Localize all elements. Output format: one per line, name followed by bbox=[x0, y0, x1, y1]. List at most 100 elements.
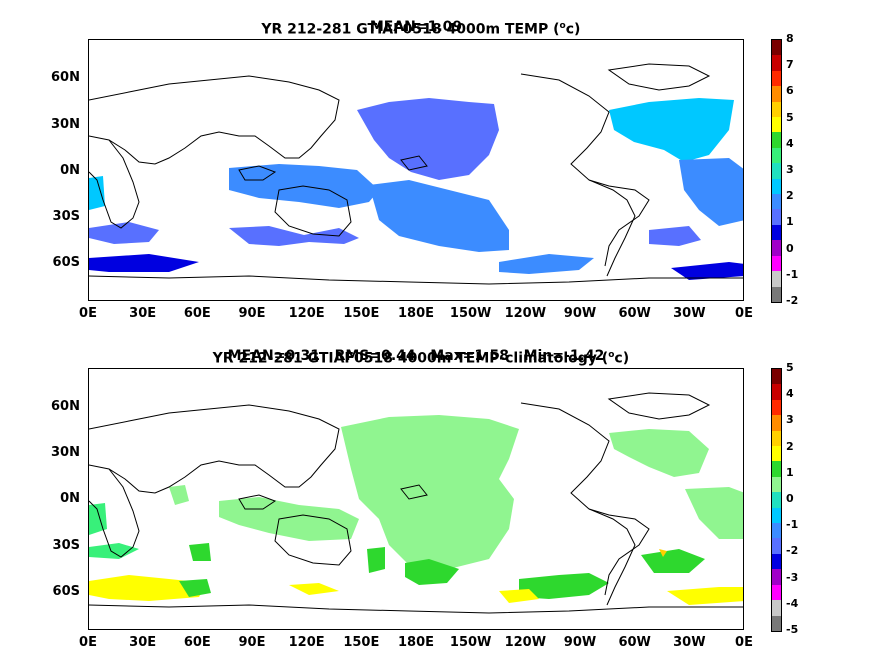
panel2-title-degree: o bbox=[608, 350, 615, 360]
lon-label: 90E bbox=[238, 306, 266, 321]
colorbar-swatch bbox=[772, 415, 781, 431]
colorbar-swatch bbox=[772, 507, 781, 524]
panel1-colorbar bbox=[771, 39, 782, 303]
colorbar-swatch bbox=[772, 147, 781, 164]
panel1-title-text: YR 212-281 GTIAF0518 4000m TEMP ( bbox=[261, 21, 560, 38]
colorbar-swatch bbox=[772, 430, 781, 447]
panel1-title-unit: c) bbox=[565, 21, 581, 38]
lon-label: 0E bbox=[79, 635, 97, 650]
lat-label: 30S bbox=[52, 209, 80, 224]
colorbar-label: 4 bbox=[786, 136, 794, 150]
colorbar-swatch bbox=[772, 446, 781, 462]
colorbar-swatch bbox=[772, 553, 781, 570]
lon-label: 0E bbox=[79, 306, 97, 321]
colorbar-label: 3 bbox=[786, 413, 794, 427]
colorbar-swatch bbox=[772, 492, 781, 508]
lon-label: 60E bbox=[183, 635, 211, 650]
colorbar-swatch bbox=[772, 255, 781, 272]
colorbar-label: 5 bbox=[786, 110, 794, 124]
lon-label: 30W bbox=[673, 635, 706, 650]
colorbar-label: 2 bbox=[786, 189, 794, 203]
lon-label: 60E bbox=[183, 306, 211, 321]
colorbar-label: 7 bbox=[786, 58, 794, 72]
colorbar-label: 6 bbox=[786, 84, 794, 98]
lat-label: 0N bbox=[60, 163, 80, 178]
colorbar-label: 8 bbox=[786, 32, 794, 45]
panel2-subtitle: MEAN=0.31 RMS=0.44 Max=1.58 Min=-1.42 bbox=[227, 348, 605, 364]
colorbar-label: -1 bbox=[786, 518, 799, 532]
colorbar-label: 4 bbox=[786, 387, 794, 401]
colorbar-label: -2 bbox=[786, 544, 799, 558]
panel1-subtitle: MEAN=1.09 bbox=[369, 19, 463, 35]
colorbar-swatch bbox=[772, 584, 781, 601]
colorbar-swatch bbox=[772, 271, 781, 287]
panel1-title: YR 212-281 GTIAF0518 4000m TEMP (oc) bbox=[88, 2, 744, 38]
colorbar-swatch bbox=[772, 117, 781, 133]
colorbar-label: -5 bbox=[786, 623, 799, 636]
colorbar-swatch bbox=[772, 178, 781, 195]
colorbar-swatch bbox=[772, 163, 781, 179]
colorbar-label: -1 bbox=[786, 267, 799, 281]
lat-label: 60S bbox=[52, 584, 80, 599]
panel1-map bbox=[88, 39, 744, 301]
panel2-title-unit: c) bbox=[614, 350, 630, 367]
colorbar-swatch bbox=[772, 70, 781, 87]
colorbar-swatch bbox=[772, 461, 781, 477]
lon-label: 120E bbox=[288, 635, 325, 650]
lon-label: 90W bbox=[563, 306, 597, 321]
colorbar-swatch bbox=[772, 224, 781, 241]
colorbar-swatch bbox=[772, 40, 781, 56]
colorbar-swatch bbox=[772, 600, 781, 616]
lon-label: 30E bbox=[129, 306, 157, 321]
lon-label: 120W bbox=[504, 635, 547, 650]
lon-label: 150W bbox=[449, 635, 492, 650]
colorbar-swatch bbox=[772, 538, 781, 554]
lon-label: 90E bbox=[238, 635, 266, 650]
lat-label: 30S bbox=[52, 538, 80, 553]
lon-label: 150E bbox=[343, 635, 380, 650]
panel2-colorbar bbox=[771, 368, 782, 632]
panel1-coastlines bbox=[89, 63, 743, 285]
lon-label: 90W bbox=[563, 635, 597, 650]
colorbar-label: 2 bbox=[786, 439, 794, 453]
colorbar-label: 5 bbox=[786, 361, 794, 374]
lon-label: 0E bbox=[735, 306, 753, 321]
colorbar-swatch bbox=[772, 101, 781, 118]
lat-label: 30N bbox=[51, 117, 80, 132]
lat-label: 30N bbox=[51, 445, 80, 460]
colorbar-swatch bbox=[772, 286, 781, 302]
colorbar-swatch bbox=[772, 194, 781, 210]
lon-label: 150E bbox=[343, 306, 380, 321]
lat-label: 60S bbox=[52, 255, 80, 270]
colorbar-swatch bbox=[772, 615, 781, 631]
lon-label: 150W bbox=[449, 306, 492, 321]
lon-label: 120W bbox=[504, 306, 547, 321]
colorbar-label: 0 bbox=[786, 492, 794, 505]
colorbar-swatch bbox=[772, 86, 781, 102]
colorbar-swatch bbox=[772, 569, 781, 585]
colorbar-label: 1 bbox=[786, 215, 794, 229]
colorbar-label: -4 bbox=[786, 596, 799, 610]
colorbar-label: 1 bbox=[786, 465, 794, 479]
colorbar-swatch bbox=[772, 55, 781, 71]
lon-label: 30W bbox=[673, 306, 706, 321]
panel1-field-regions bbox=[89, 98, 743, 280]
lon-label: 180E bbox=[397, 635, 435, 650]
lon-label: 0E bbox=[735, 635, 753, 650]
panel1-map-canvas bbox=[89, 63, 743, 285]
colorbar-swatch bbox=[772, 476, 781, 493]
lon-label: 120E bbox=[288, 306, 325, 321]
panel1-title-degree: o bbox=[559, 21, 566, 31]
colorbar-label: 0 bbox=[786, 241, 794, 255]
lat-label: 60N bbox=[51, 399, 80, 414]
colorbar-label: -3 bbox=[786, 570, 799, 584]
colorbar-label: 3 bbox=[786, 163, 794, 176]
colorbar-swatch bbox=[772, 523, 781, 539]
lon-label: 60W bbox=[618, 306, 651, 321]
panel2-map-canvas bbox=[89, 392, 743, 614]
lat-label: 0N bbox=[60, 491, 80, 506]
colorbar-swatch bbox=[772, 384, 781, 400]
panel2-title-text: YR 212-281 GTIAF0518 4000m TEMP-climatol… bbox=[212, 350, 609, 367]
lat-label: 60N bbox=[51, 70, 80, 85]
panel2-coastlines bbox=[89, 392, 743, 614]
